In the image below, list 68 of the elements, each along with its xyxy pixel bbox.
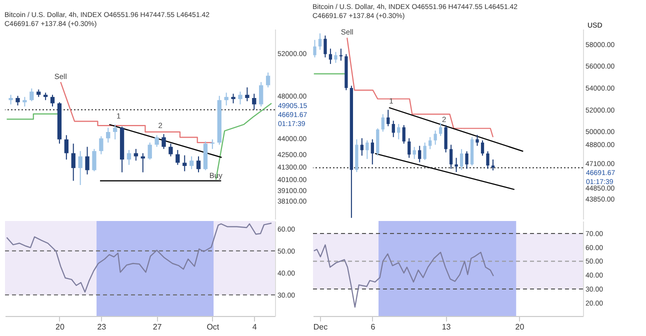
candlestick [423, 142, 426, 161]
candlestick [196, 156, 201, 173]
candlestick [334, 51, 338, 64]
x-tick-label: 6 [370, 322, 376, 332]
candlestick [78, 150, 82, 186]
candlestick [148, 142, 152, 160]
x-tick-label: Dec [313, 322, 328, 332]
candlestick [381, 114, 384, 132]
candlestick [318, 32, 322, 50]
candlestick [313, 39, 316, 58]
candlestick [412, 146, 416, 160]
candlestick [402, 124, 406, 144]
candlestick [439, 122, 442, 137]
candlestick [182, 154, 187, 172]
candlestick [428, 136, 432, 150]
candlestick [418, 145, 422, 163]
x-tick-label: 13 [442, 322, 452, 332]
candlestick [231, 93, 236, 104]
candlestick [245, 86, 250, 102]
candlestick [16, 95, 20, 106]
candlestick [460, 148, 464, 170]
candlestick [324, 35, 327, 58]
candlestick [99, 136, 104, 155]
candlestick [176, 150, 180, 166]
candlestick [30, 88, 34, 102]
candlestick [328, 48, 332, 64]
candlestick [252, 93, 256, 110]
candlestick [386, 109, 390, 127]
candlestick [85, 146, 90, 175]
candlestick [189, 156, 194, 170]
candlestick [339, 48, 343, 62]
candlestick [360, 138, 364, 156]
candlestick [476, 134, 479, 146]
candlestick [465, 150, 468, 170]
candlestick [370, 138, 374, 165]
candlestick [162, 134, 166, 150]
candlestick [126, 150, 132, 166]
candlestick [113, 124, 118, 140]
candlestick [154, 134, 159, 148]
candlestick [168, 143, 173, 157]
candlestick [8, 94, 13, 105]
candlestick [22, 96, 27, 107]
x-tick-label: 20 [56, 322, 65, 332]
candlestick [434, 130, 437, 146]
x-tick-label: 27 [152, 322, 162, 332]
candlestick [444, 124, 448, 153]
x-tick-label: 20 [515, 322, 525, 332]
candlestick [140, 152, 145, 173]
candlestick [224, 92, 228, 106]
candlestick [366, 140, 369, 160]
candlestick [408, 138, 411, 158]
candlestick [50, 94, 55, 107]
candlestick [238, 91, 242, 105]
x-tick-label: Oct [206, 322, 220, 332]
candlestick [392, 120, 395, 138]
candlestick [134, 148, 138, 162]
candlestick [71, 143, 76, 182]
candlestick [480, 140, 484, 156]
candlestick [64, 134, 68, 160]
x-tick-label: 23 [97, 322, 107, 332]
candlestick [454, 157, 458, 173]
x-tick-label: 4 [252, 322, 258, 332]
candlestick [106, 127, 110, 144]
candlestick [266, 72, 270, 88]
candlestick [486, 150, 490, 170]
candlestick [259, 82, 264, 107]
candlestick [92, 148, 96, 172]
candlestick [449, 144, 453, 170]
